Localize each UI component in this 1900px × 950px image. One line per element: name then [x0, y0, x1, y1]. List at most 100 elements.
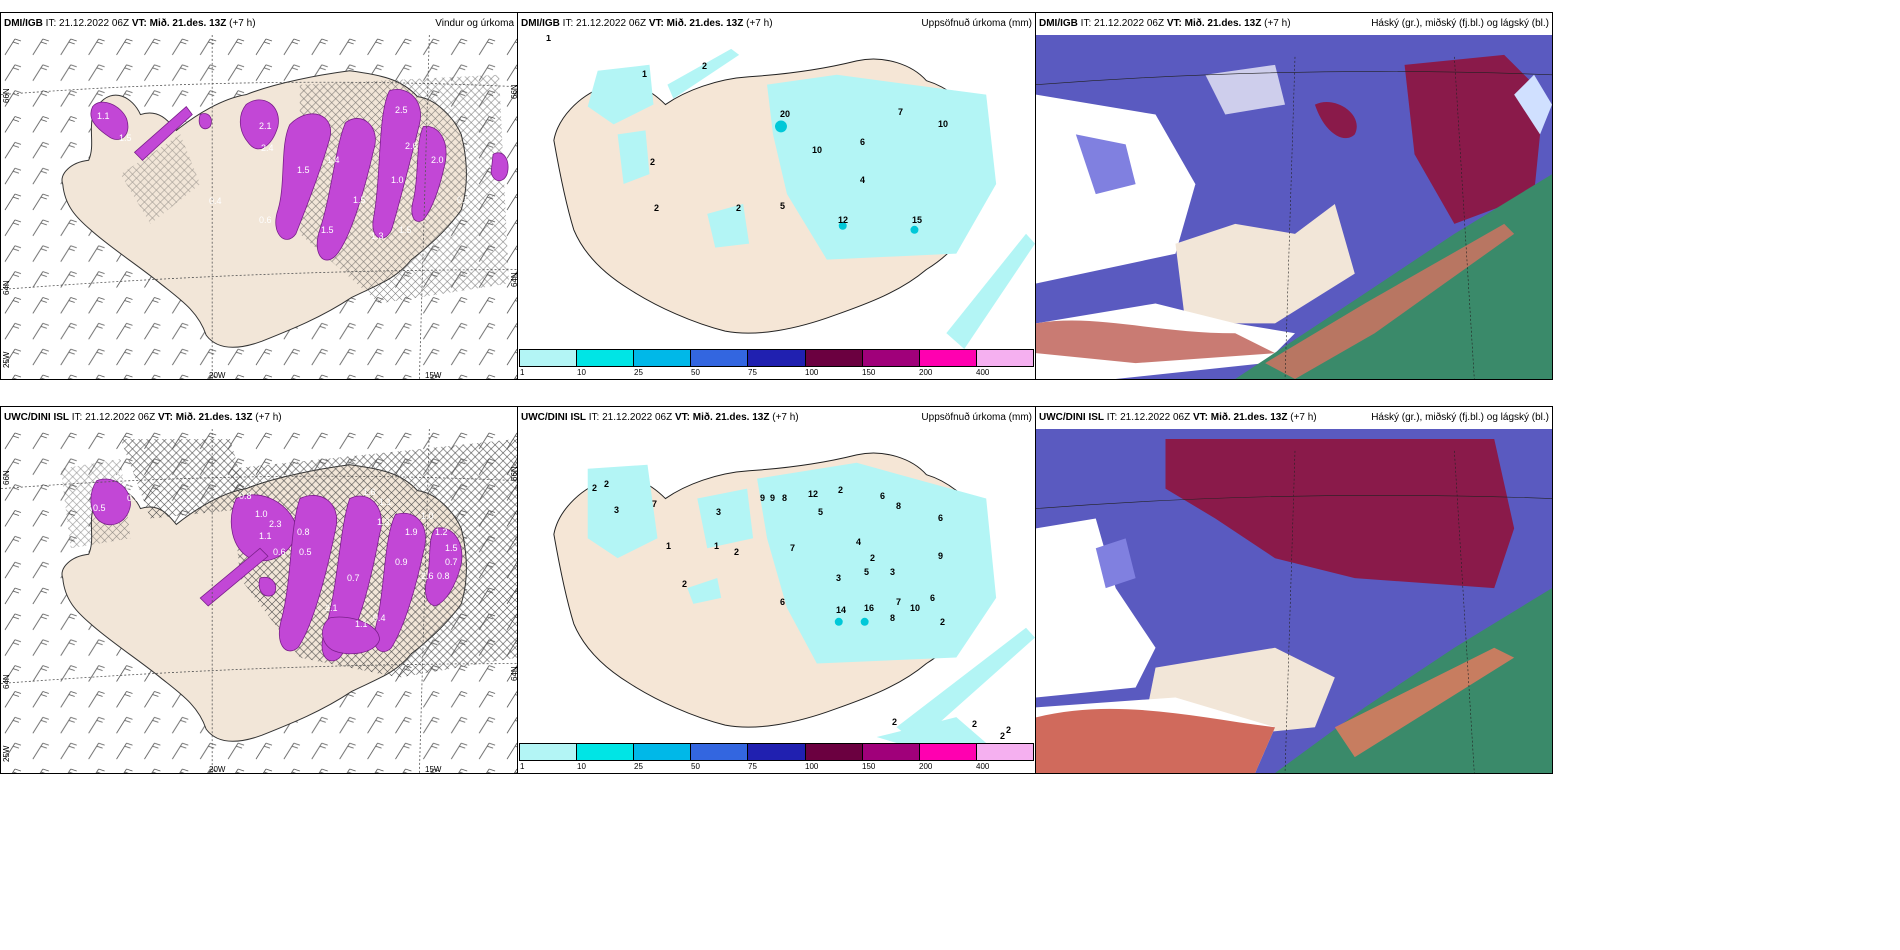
lon-label-15w: 15W: [425, 765, 442, 774]
model-name: UWC/DINI ISL: [4, 412, 69, 423]
panel-title: Uppsöfnuð úrkoma (mm): [921, 412, 1032, 423]
lon-label-25w: 25W: [2, 351, 11, 368]
value-label: 0.5: [457, 195, 470, 205]
panel-header: DMI/IGB IT: 21.12.2022 06Z VT: Mið. 21.d…: [1, 13, 517, 35]
legend-cell: [577, 744, 635, 760]
wind-map: [1, 35, 517, 379]
precip-bands: [90, 478, 463, 662]
value-label: 6: [930, 593, 936, 603]
legend-cell: [634, 350, 692, 366]
panel-title: Háský (gr.), miðský (fj.bl.) og lágský (…: [1371, 412, 1549, 423]
precip-areas: [587, 48, 1035, 349]
lon-label-20w: 20W: [209, 765, 226, 774]
value-label: 2: [592, 483, 598, 493]
legend-cell: [691, 350, 749, 366]
value-label: 2.0: [431, 155, 444, 165]
panel-title: Vindur og úrkoma: [435, 18, 514, 29]
value-label: 2: [650, 157, 656, 167]
value-label: 15: [912, 215, 923, 225]
legend-label: 1: [520, 762, 525, 771]
value-label: 1.5: [297, 165, 310, 175]
valid-time: VT: Mið. 21.des. 13Z: [131, 18, 227, 29]
panel-clouds-uwc: UWC/DINI ISL IT: 21.12.2022 06Z VT: Mið.…: [1035, 406, 1553, 774]
value-label: 0.5: [299, 547, 312, 557]
legend-color-bar: [519, 349, 1034, 367]
legend-label: 150: [862, 368, 876, 377]
value-label: 2.6: [421, 571, 434, 581]
value-label: 7: [896, 597, 902, 607]
lat-label-66n: 66N: [2, 470, 11, 485]
valid-time: VT: Mið. 21.des. 13Z: [157, 412, 253, 423]
value-label: 2: [682, 579, 688, 589]
legend-cell: [748, 744, 806, 760]
panel-header: DMI/IGB IT: 21.12.2022 06Z VT: Mið. 21.d…: [518, 13, 1035, 35]
precip-bands: [90, 89, 509, 261]
value-label: 9: [938, 551, 944, 561]
legend-label: 200: [919, 762, 933, 771]
value-label: 1: [546, 33, 552, 43]
legend-label: 50: [691, 762, 700, 771]
legend-cell: [919, 350, 977, 366]
legend-cell: [919, 744, 977, 760]
value-label: 2: [838, 485, 844, 495]
value-label: 2: [1006, 725, 1012, 735]
value-label: 4: [856, 537, 862, 547]
panel-title: Uppsöfnuð úrkoma (mm): [921, 18, 1032, 29]
value-label: 1.5: [445, 543, 458, 553]
model-name: DMI/IGB: [4, 18, 43, 29]
value-label: 1.3: [377, 517, 390, 527]
lead-time: (+7 h): [255, 412, 282, 423]
value-label: 1.5: [119, 133, 132, 143]
panel-header: UWC/DINI ISL IT: 21.12.2022 06Z VT: Mið.…: [518, 407, 1035, 429]
value-label: 10: [812, 145, 823, 155]
legend-labels: 1 10 25 50 75 100 150 200 400: [518, 761, 1035, 773]
legend-cell: [862, 350, 920, 366]
value-label: 0.4: [373, 613, 386, 623]
lead-time: (+7 h): [229, 18, 256, 29]
legend-cell: [520, 350, 578, 366]
lat-label-66n: 66N: [2, 88, 11, 103]
value-label: 2: [1000, 731, 1006, 741]
wind-map: [1, 429, 517, 773]
lat-label-right-1: 66N: [510, 84, 518, 99]
legend-cell: [520, 744, 578, 760]
value-label: 1.3: [371, 231, 384, 241]
value-label: 1.1: [97, 111, 110, 121]
value-label: 2: [736, 203, 742, 213]
legend-cell: [805, 350, 863, 366]
valid-time: VT: Mið. 21.des. 13Z: [1192, 412, 1288, 423]
cloud-map: [1036, 429, 1552, 773]
value-label: 6: [860, 137, 866, 147]
panel-title: Háský (gr.), miðský (fj.bl.) og lágský (…: [1371, 18, 1549, 29]
value-label: 2: [972, 719, 978, 729]
valid-time: VT: Mið. 21.des. 13Z: [674, 412, 770, 423]
value-label: 0.5: [117, 469, 130, 479]
value-label: 1: [642, 69, 648, 79]
precip-legend: 1 10 25 50 75 100 150 200 400: [518, 349, 1035, 379]
value-label: 1.1: [259, 531, 272, 541]
value-label: 1.2: [435, 527, 448, 537]
value-label: 0.7: [445, 557, 458, 567]
legend-label: 10: [577, 368, 586, 377]
value-label: 1.4: [327, 155, 340, 165]
legend-label: 10: [577, 762, 586, 771]
valid-time: VT: Mið. 21.des. 13Z: [648, 18, 744, 29]
panel-header: UWC/DINI ISL IT: 21.12.2022 06Z VT: Mið.…: [1036, 407, 1552, 429]
legend-label: 100: [805, 368, 819, 377]
model-name: DMI/IGB: [521, 18, 560, 29]
lead-time: (+7 h): [1264, 18, 1291, 29]
panel-precip-uwc: UWC/DINI ISL IT: 21.12.2022 06Z VT: Mið.…: [517, 406, 1036, 774]
legend-label: 200: [919, 368, 933, 377]
value-label: 0.7: [347, 573, 360, 583]
value-label: 3: [836, 573, 842, 583]
value-label: 2.6: [405, 141, 418, 151]
panel-precip-dmi: DMI/IGB IT: 21.12.2022 06Z VT: Mið. 21.d…: [517, 12, 1036, 380]
valid-time: VT: Mið. 21.des. 13Z: [1166, 18, 1262, 29]
value-label: 2.5: [395, 105, 408, 115]
value-label: 9: [770, 493, 776, 503]
value-label: 1.0: [421, 511, 434, 521]
legend-label: 75: [748, 762, 757, 771]
value-label: 1.1: [379, 497, 392, 507]
legend-cell: [976, 350, 1033, 366]
init-time: IT: 21.12.2022 06Z: [588, 412, 673, 423]
